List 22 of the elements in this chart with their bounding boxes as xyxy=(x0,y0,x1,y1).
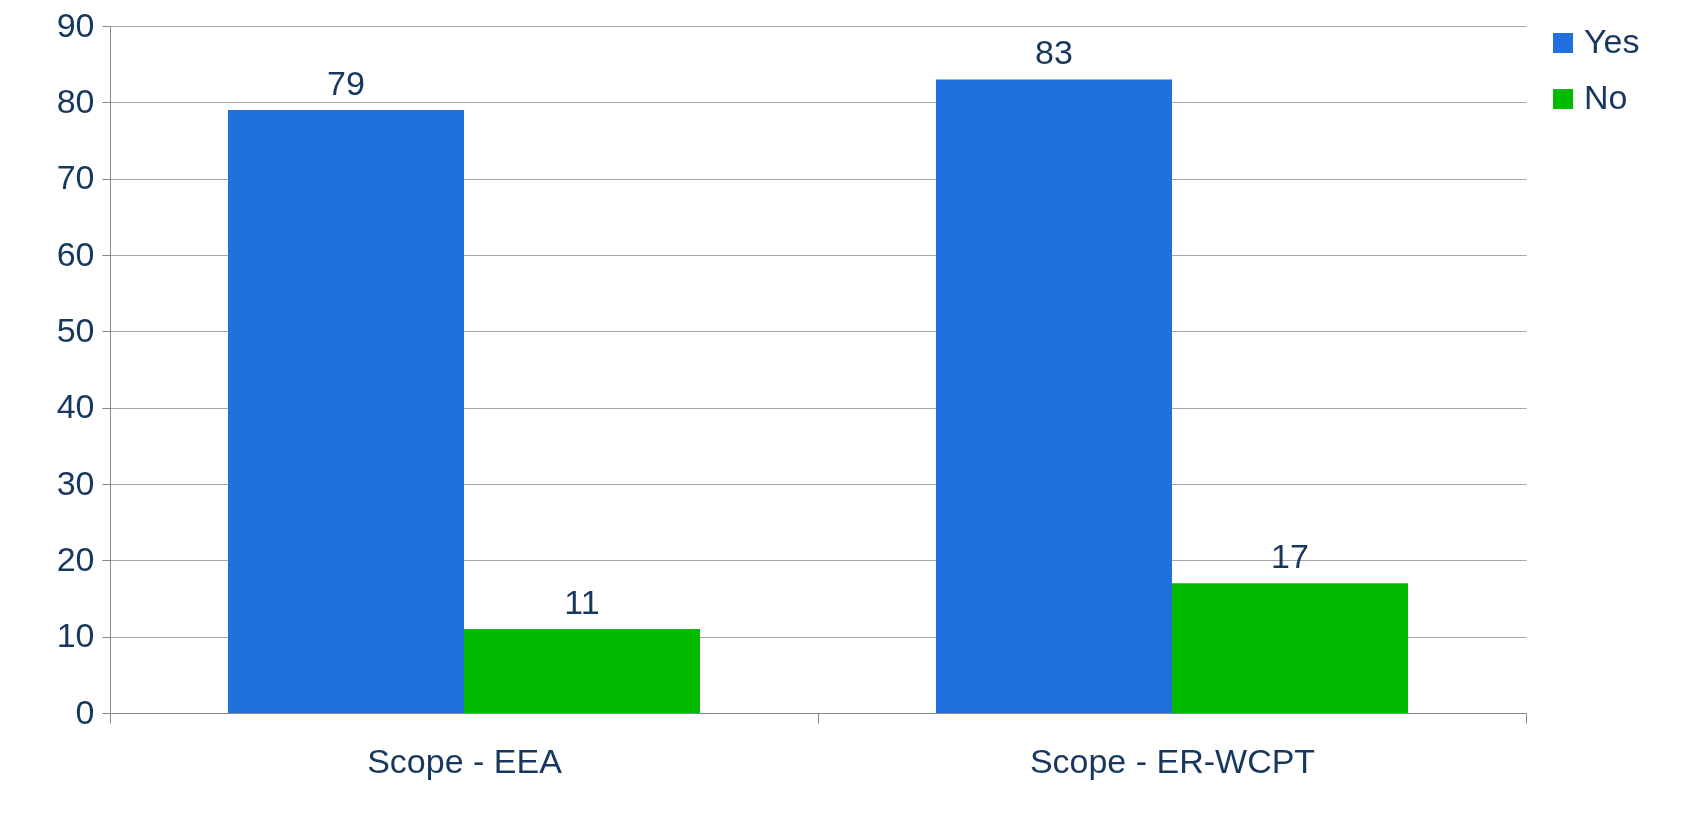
x-tick-label: Scope - ER-WCPT xyxy=(1029,741,1316,780)
y-tick-label: 0 xyxy=(75,692,95,731)
y-tick-label: 20 xyxy=(56,539,95,578)
data-label: 83 xyxy=(1035,33,1073,72)
y-tick-label: 50 xyxy=(56,310,95,349)
legend-label: Yes xyxy=(1584,22,1640,60)
y-tick-label: 80 xyxy=(56,81,95,120)
y-tick-label: 90 xyxy=(56,5,95,44)
y-tick-label: 30 xyxy=(56,463,95,502)
y-tick-label: 60 xyxy=(56,234,95,273)
y-tick-label: 10 xyxy=(56,616,95,655)
data-label: 17 xyxy=(1271,537,1309,576)
x-tick-label: Scope - EEA xyxy=(367,741,563,780)
bar xyxy=(936,79,1172,713)
bar xyxy=(1172,583,1408,713)
data-label: 11 xyxy=(564,583,600,622)
bar xyxy=(464,629,700,713)
y-tick-label: 40 xyxy=(56,387,95,426)
data-label: 79 xyxy=(327,63,365,102)
y-tick-label: 70 xyxy=(56,158,95,197)
legend-label: No xyxy=(1584,78,1628,116)
bar xyxy=(228,109,464,713)
